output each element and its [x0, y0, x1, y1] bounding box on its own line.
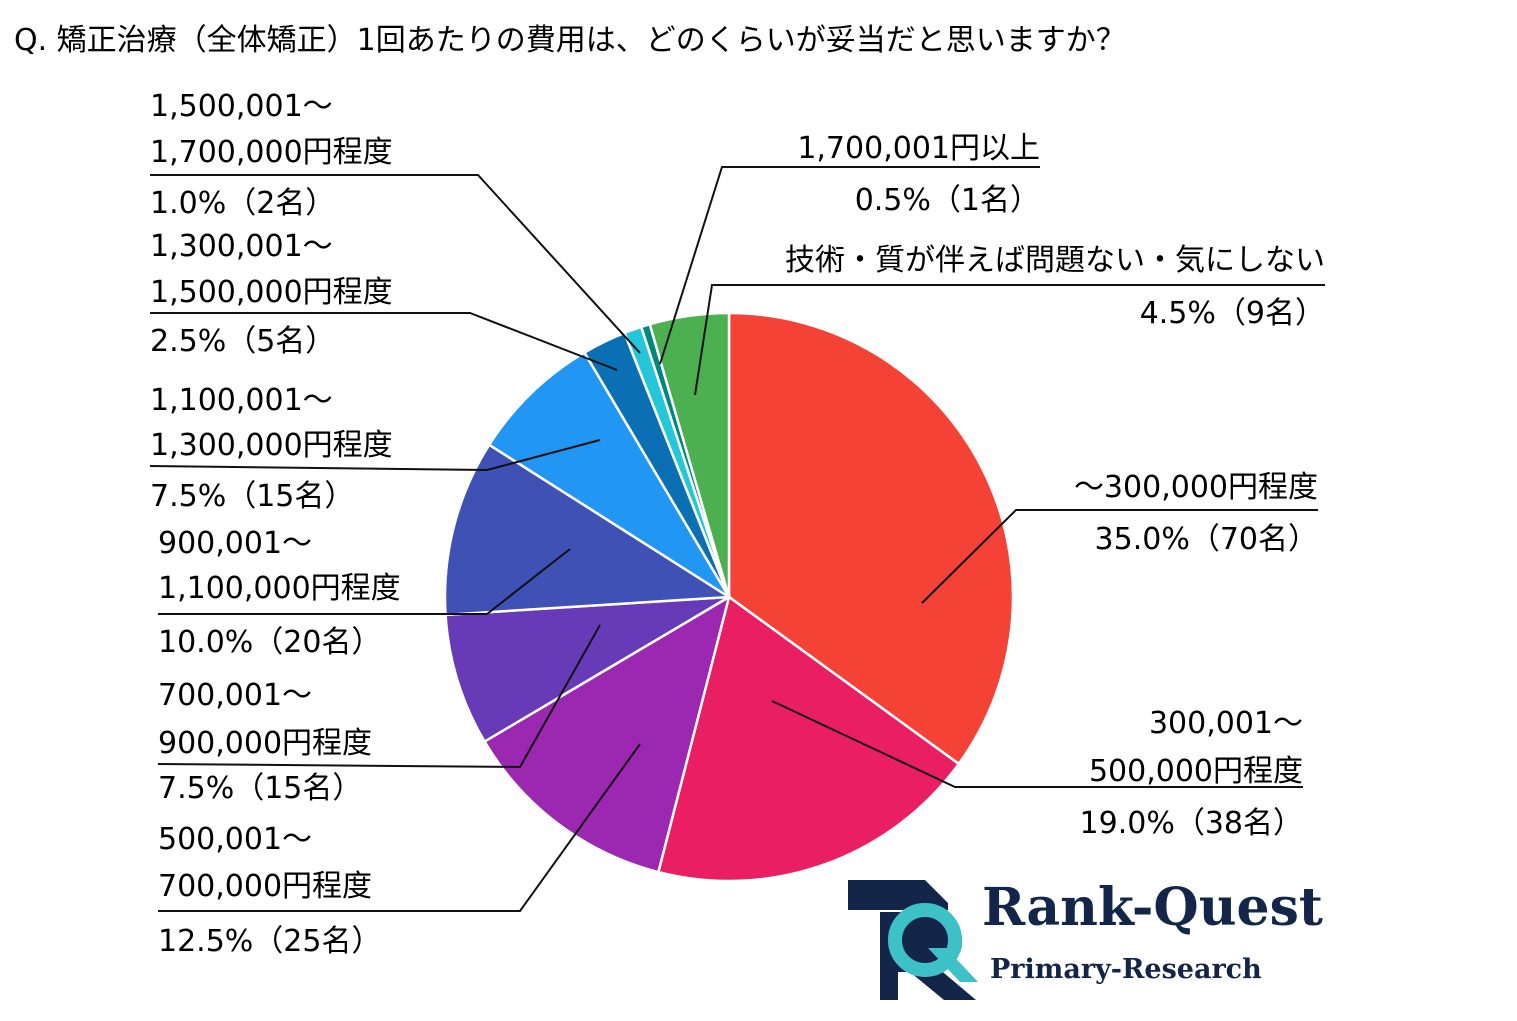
slice-label-10-line-1: 技術・質が伴えば問題ない・気にしない — [785, 243, 1325, 278]
logo-subtitle: Primary-Research — [990, 954, 1262, 985]
rq-emblem-icon — [848, 880, 978, 1000]
slice-label-2-line-3: 19.0%（38名） — [1080, 806, 1303, 841]
slice-3 — [482, 594, 731, 874]
slice-label-9-line-1: 1,700,001円以上 — [797, 131, 1040, 166]
slice-label-8-line-3: 1.0%（2名） — [150, 186, 335, 221]
leader-line-8 — [150, 174, 641, 354]
rank-quest-logo: Rank-Quest Primary-Research — [848, 877, 1323, 1000]
slice-label-7-line-3: 2.5%（5名） — [150, 324, 335, 359]
slice-4 — [444, 595, 730, 744]
slice-label-4-line-1: 700,001～ — [158, 678, 312, 713]
slice-label-8-line-2: 1,700,000円程度 — [150, 135, 393, 170]
leader-line-5 — [158, 548, 571, 615]
slice-10 — [648, 311, 731, 598]
leader-line-9 — [659, 166, 1040, 365]
slice-label-2-line-1: 300,001～ — [1149, 706, 1303, 741]
slice-5 — [443, 443, 733, 617]
slice-label-5-line-3: 10.0%（20名） — [158, 625, 381, 660]
slice-label-2-line-2: 500,000円程度 — [1089, 754, 1303, 789]
slice-label-4-line-3: 7.5%（15名） — [158, 771, 362, 806]
chart-title: Q. 矯正治療（全体矯正）1回あたりの費用は、どのくらいが妥当だと思いますか？ — [14, 23, 1126, 58]
slice-label-10-line-2: 4.5%（9名） — [1140, 296, 1325, 331]
slice-label-8-line-1: 1,500,001～ — [150, 89, 333, 124]
slice-label-1-line-1: ～300,000円程度 — [1074, 470, 1318, 505]
leader-line-10 — [694, 284, 1325, 396]
leader-line-4 — [157, 624, 601, 769]
slice-label-6-line-2: 1,300,000円程度 — [150, 428, 393, 463]
leader-line-3 — [158, 743, 641, 912]
slice-label-3-line-2: 700,000円程度 — [158, 869, 372, 904]
slice-label-5-line-2: 1,100,000円程度 — [158, 571, 401, 606]
slice-label-6-line-1: 1,100,001～ — [150, 383, 333, 418]
slice-label-5-line-1: 900,001～ — [158, 526, 312, 561]
slice-label-7-line-2: 1,500,000円程度 — [150, 275, 393, 310]
logo-wordmark: Rank-Quest — [982, 877, 1323, 938]
leader-lines — [149, 166, 1325, 912]
slice-label-9-line-2: 0.5%（1名） — [855, 183, 1040, 218]
slice-label-3-line-3: 12.5%（25名） — [158, 924, 381, 959]
slice-2 — [656, 594, 961, 883]
slice-1 — [727, 311, 1015, 766]
slice-label-1-line-2: 35.0%（70名） — [1095, 522, 1318, 557]
slice-label-3-line-1: 500,001～ — [158, 822, 312, 857]
leader-line-1 — [921, 509, 1318, 604]
slice-label-7-line-1: 1,300,001～ — [150, 229, 333, 264]
leader-line-6 — [149, 439, 601, 472]
pie-slices — [443, 311, 1015, 883]
leader-line-2 — [771, 700, 1303, 788]
slice-labels: ～300,000円程度 35.0%（70名） 300,001～ 500,000円程度 1… — [150, 89, 1325, 959]
slice-label-4-line-2: 900,000円程度 — [158, 726, 372, 761]
slice-label-6-line-3: 7.5%（15名） — [150, 479, 354, 514]
leader-line-7 — [150, 312, 618, 371]
